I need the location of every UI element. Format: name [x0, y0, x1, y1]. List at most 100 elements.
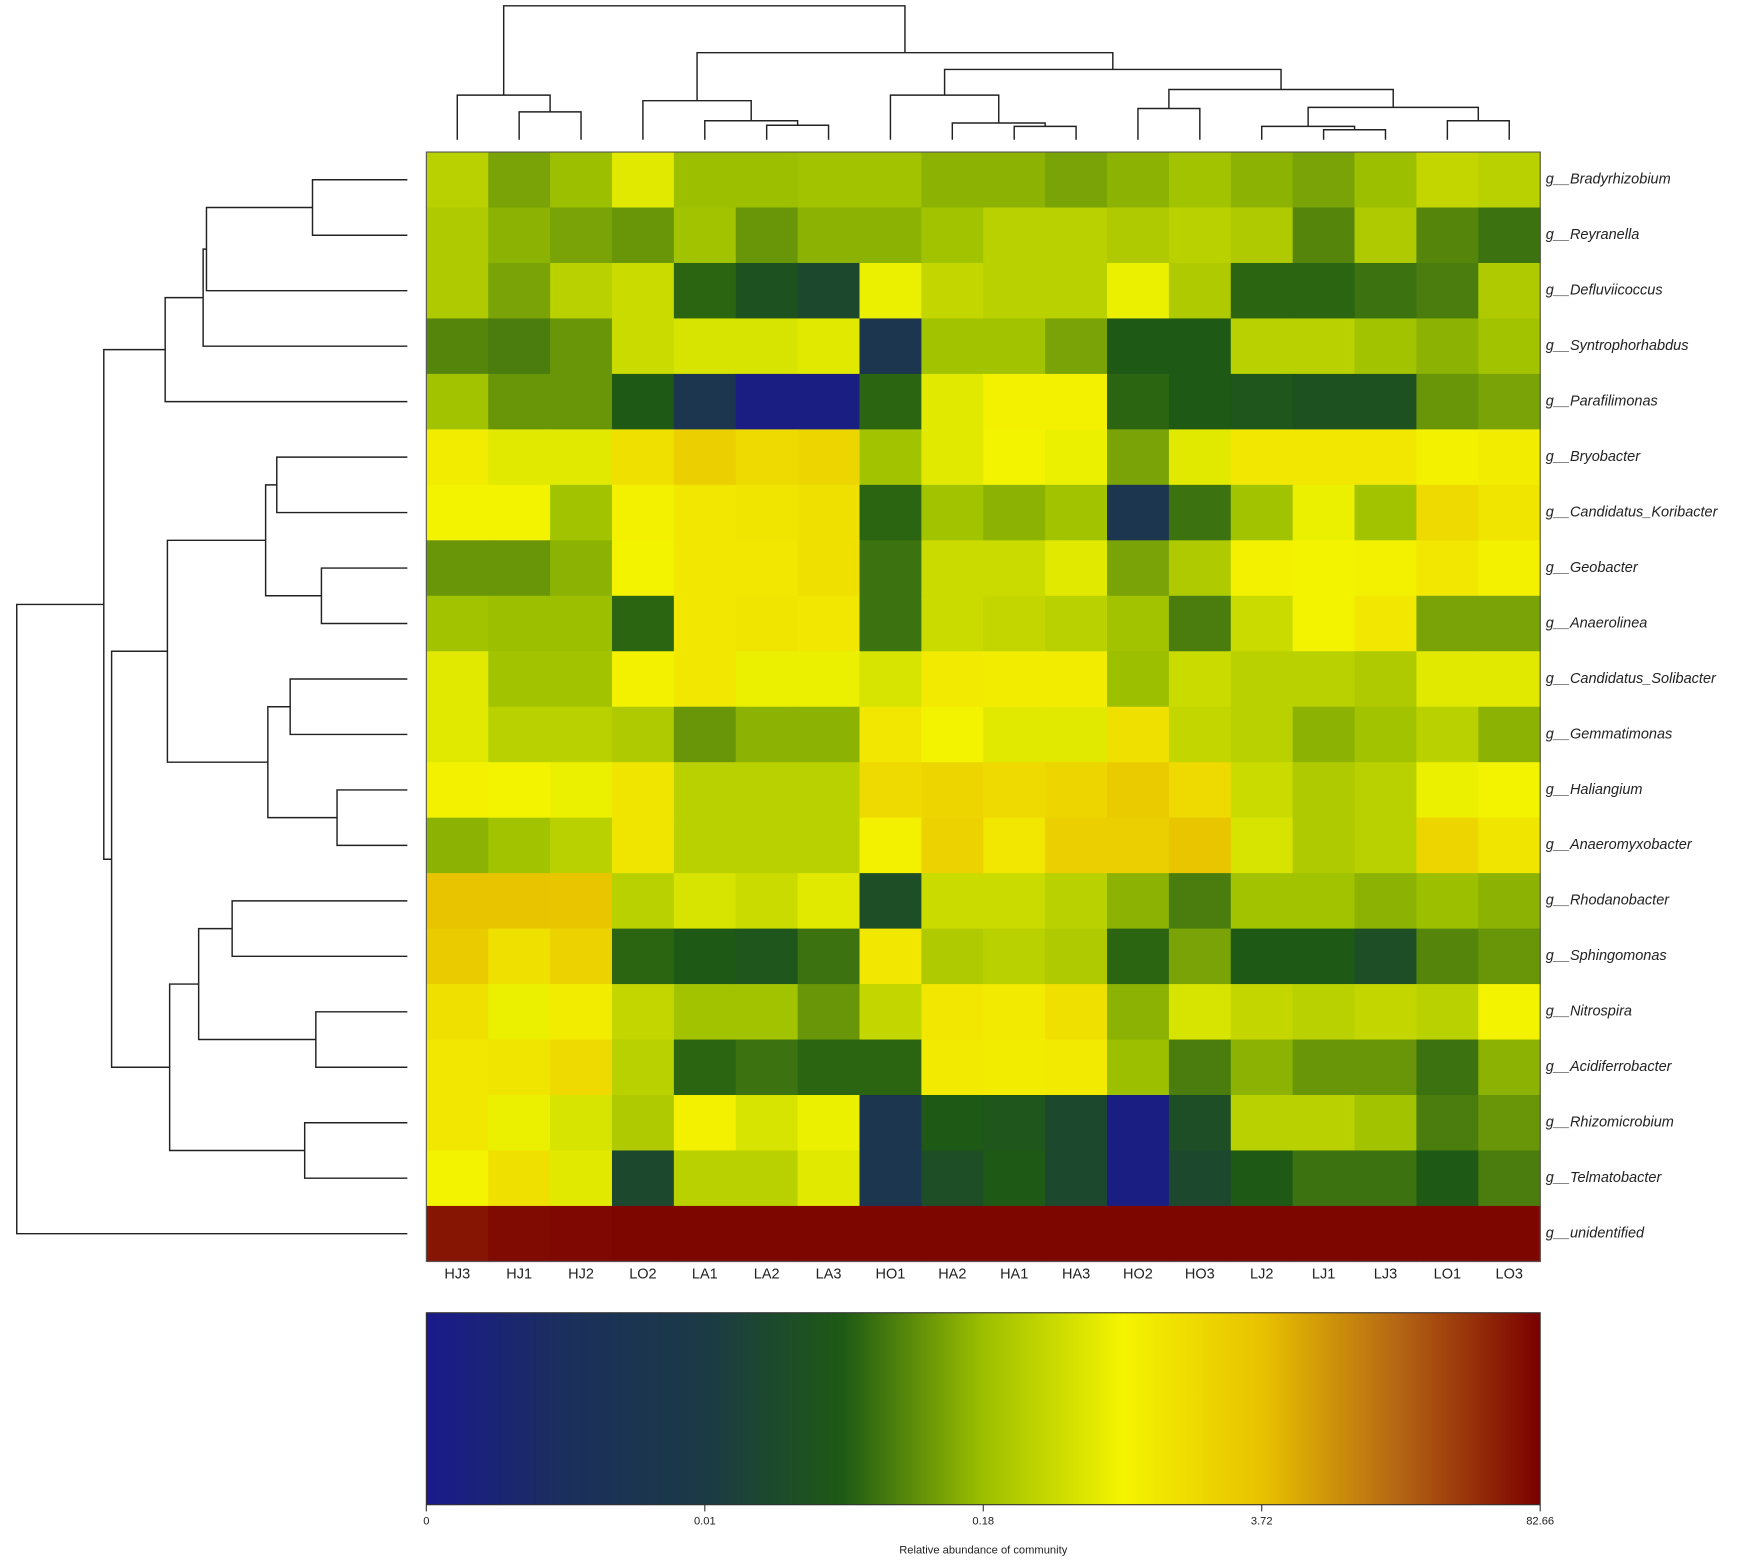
cell — [1292, 1150, 1356, 1207]
cell — [797, 651, 861, 708]
dendrogram-branch — [943, 68, 1282, 96]
cell — [1230, 651, 1294, 708]
cell — [735, 207, 799, 264]
cell — [735, 873, 799, 930]
colorbar-tick-label: 3.72 — [1251, 1515, 1273, 1527]
cell — [1168, 262, 1232, 320]
cell — [550, 817, 613, 874]
cell — [1354, 762, 1418, 819]
dendrogram-branch — [166, 539, 268, 763]
cell — [488, 1039, 551, 1096]
cell — [1045, 207, 1108, 264]
cell — [1045, 595, 1108, 652]
cell — [797, 207, 861, 264]
cell — [735, 1150, 799, 1207]
dendrogram-branch — [1260, 125, 1356, 140]
cell — [983, 651, 1046, 708]
cell — [1107, 651, 1170, 708]
dendrogram-branch — [311, 179, 408, 236]
cell — [611, 651, 675, 708]
cell — [1230, 873, 1294, 930]
cell — [1168, 1150, 1232, 1207]
cell — [735, 262, 799, 320]
cell — [1416, 207, 1479, 264]
cell — [550, 873, 613, 930]
cell — [1107, 484, 1170, 541]
row-label: g__Candidatus_Solibacter — [1546, 671, 1717, 687]
cell — [1230, 1095, 1294, 1152]
cell — [611, 1205, 675, 1263]
cell — [1045, 152, 1108, 209]
cell — [611, 262, 675, 320]
cell — [1292, 1095, 1356, 1152]
cell — [735, 817, 799, 874]
cell — [1478, 152, 1541, 209]
cell — [1045, 651, 1108, 708]
cell — [673, 484, 737, 541]
cell — [426, 1039, 489, 1096]
cell — [921, 429, 984, 486]
cell — [1416, 373, 1479, 431]
cell — [1354, 984, 1418, 1041]
cell — [735, 762, 799, 819]
cell — [859, 429, 923, 486]
dendrogram-branch — [518, 111, 582, 140]
colorbar-tick-label: 82.66 — [1526, 1515, 1554, 1527]
cell — [1168, 373, 1232, 431]
cell — [1107, 1039, 1170, 1096]
cell — [550, 429, 613, 486]
cell — [859, 817, 923, 874]
cell — [1045, 318, 1108, 375]
cell — [673, 262, 737, 320]
cell — [426, 318, 489, 375]
cell — [921, 651, 984, 708]
cell — [1230, 373, 1294, 431]
cell — [797, 1039, 861, 1096]
cell — [1168, 928, 1232, 985]
cell — [1230, 706, 1294, 763]
cell — [1107, 1150, 1170, 1207]
cell — [1230, 429, 1294, 486]
cell — [735, 651, 799, 708]
cell — [1230, 1205, 1294, 1263]
dendrogram-branch — [696, 51, 1114, 101]
cell — [488, 651, 551, 708]
dendrogram-branch — [197, 927, 316, 1041]
cell — [673, 152, 737, 209]
cell — [426, 928, 489, 985]
cell — [550, 318, 613, 375]
cell — [550, 484, 613, 541]
cell — [550, 1039, 613, 1096]
cell — [426, 429, 489, 486]
cell — [1354, 373, 1418, 431]
cell — [983, 152, 1046, 209]
cell — [735, 928, 799, 985]
cell — [1354, 1150, 1418, 1207]
cell — [921, 1150, 984, 1207]
cell — [488, 706, 551, 763]
cell — [797, 984, 861, 1041]
cell — [426, 651, 489, 708]
cell — [1292, 1205, 1356, 1263]
cell — [611, 595, 675, 652]
cell — [921, 984, 984, 1041]
cell — [1107, 706, 1170, 763]
cell — [1416, 484, 1479, 541]
cell — [797, 873, 861, 930]
cell — [1354, 1095, 1418, 1152]
dendrogram-branch — [889, 94, 1000, 140]
cell — [735, 484, 799, 541]
cell — [1168, 873, 1232, 930]
cell — [1168, 706, 1232, 763]
cell — [673, 318, 737, 375]
cell — [921, 318, 984, 375]
row-label: g__Anaerolinea — [1546, 615, 1648, 631]
cell — [550, 207, 613, 264]
cell — [1168, 540, 1232, 597]
cell — [611, 152, 675, 209]
cell — [1230, 152, 1294, 209]
cell — [1230, 540, 1294, 597]
cell — [1168, 762, 1232, 819]
cell — [1045, 540, 1108, 597]
dendrogram-branch — [110, 650, 170, 1068]
